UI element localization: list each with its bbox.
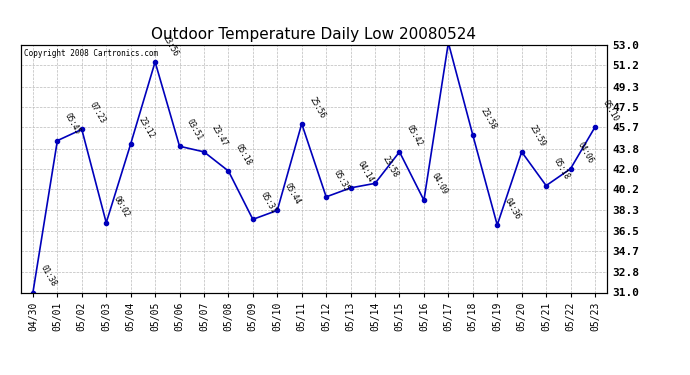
Text: 23:58: 23:58 — [381, 154, 400, 179]
Text: 23:59: 23:59 — [527, 123, 546, 148]
Text: 05:42: 05:42 — [405, 123, 424, 148]
Text: 23:58: 23:58 — [478, 106, 497, 131]
Text: 23:23: 23:23 — [0, 374, 1, 375]
Text: 04:36: 04:36 — [503, 196, 522, 221]
Text: 25:56: 25:56 — [307, 95, 326, 120]
Text: 05:18: 05:18 — [552, 157, 571, 182]
Text: 05:44: 05:44 — [283, 182, 302, 206]
Text: 07:23: 07:23 — [88, 100, 107, 125]
Text: 04:14: 04:14 — [356, 159, 375, 184]
Text: 06:02: 06:02 — [112, 194, 131, 219]
Text: 04:09: 04:09 — [429, 171, 448, 196]
Text: 05:18: 05:18 — [234, 142, 253, 167]
Text: Copyright 2008 Cartronics.com: Copyright 2008 Cartronics.com — [23, 49, 158, 58]
Text: 23:47: 23:47 — [210, 123, 229, 148]
Text: 23:12: 23:12 — [136, 115, 155, 140]
Text: 05:35: 05:35 — [332, 168, 351, 193]
Text: 04:06: 04:06 — [576, 140, 595, 165]
Text: 23:56: 23:56 — [161, 33, 180, 58]
Title: Outdoor Temperature Daily Low 20080524: Outdoor Temperature Daily Low 20080524 — [151, 27, 477, 42]
Text: 05:10: 05:10 — [600, 98, 620, 123]
Text: 01:38: 01:38 — [39, 264, 58, 288]
Text: 05:31: 05:31 — [259, 190, 278, 215]
Text: 05:45: 05:45 — [63, 112, 82, 136]
Text: 03:51: 03:51 — [185, 117, 204, 142]
